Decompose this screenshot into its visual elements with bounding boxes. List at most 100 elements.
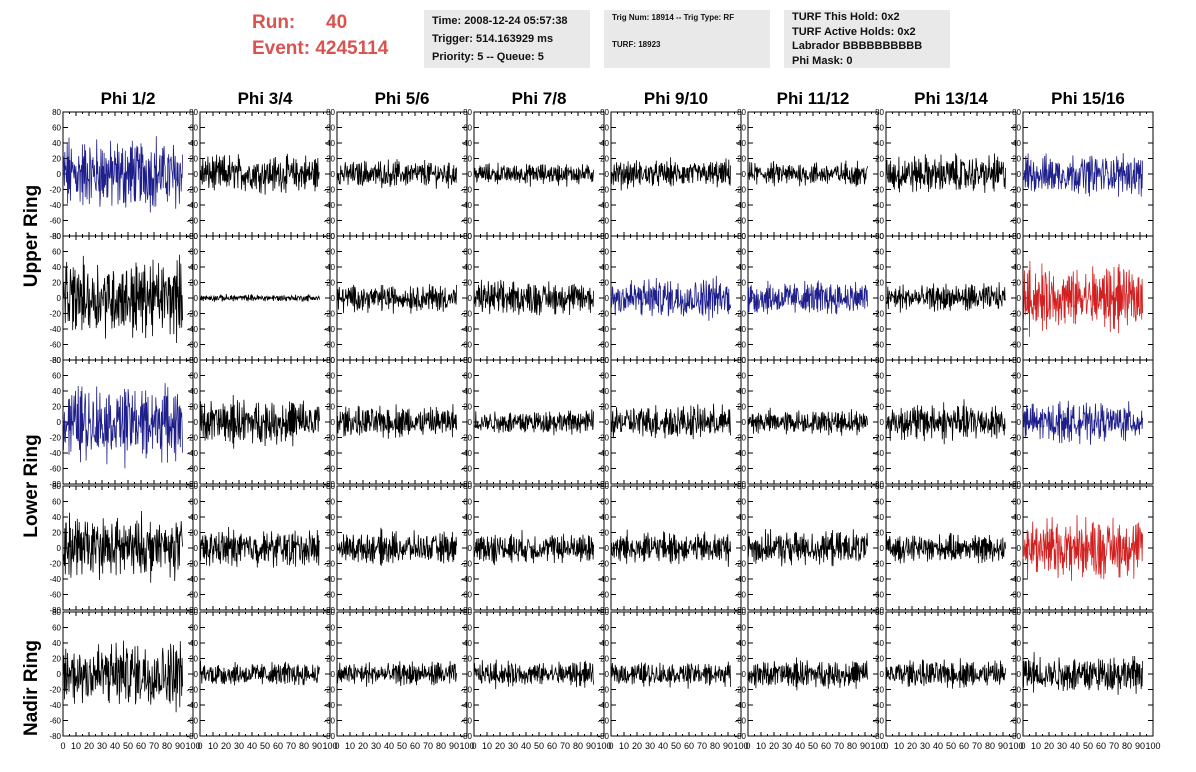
x-tick-label: 60 (684, 741, 694, 751)
y-tick-label: 0 (57, 418, 62, 427)
y-tick-label: 40 (463, 263, 472, 272)
y-tick-label: 20 (189, 279, 198, 288)
y-tick-label: 20 (52, 403, 61, 412)
y-tick-label: -40 (186, 449, 198, 458)
event-label: Event: (252, 38, 311, 59)
y-tick-label: 60 (600, 624, 609, 633)
priority-line: Priority: 5 -- Queue: 5 (432, 51, 544, 63)
y-tick-label: 40 (326, 139, 335, 148)
y-tick-label: 40 (189, 387, 198, 396)
waveform-trace (1022, 260, 1143, 337)
y-tick-label: 40 (189, 513, 198, 522)
y-tick-label: 40 (189, 263, 198, 272)
y-tick-label: 60 (737, 498, 746, 507)
x-tick-label: 0 (1020, 741, 1025, 751)
y-tick-label: -80 (872, 606, 884, 615)
y-tick-label: 20 (737, 155, 746, 164)
turf-this-hold-line: TURF This Hold: 0x2 (792, 11, 900, 23)
run-event-block: Run: 40 Event: 4245114 (252, 10, 388, 62)
x-tick-label: 70 (1109, 741, 1119, 751)
y-tick-label: -40 (323, 701, 335, 710)
y-tick-label: 60 (189, 124, 198, 133)
y-tick-label: 40 (189, 639, 198, 648)
y-tick-label: 60 (737, 624, 746, 633)
y-tick-label: -60 (1009, 217, 1021, 226)
y-tick-label: 80 (600, 232, 609, 241)
x-tick-label: 0 (745, 741, 750, 751)
y-tick-label: 80 (326, 232, 335, 241)
waveform-trace (62, 254, 183, 344)
y-tick-label: -60 (323, 217, 335, 226)
waveform-trace (747, 407, 868, 436)
y-tick-label: 40 (737, 387, 746, 396)
waveform-trace (336, 159, 457, 189)
y-tick-label: 20 (326, 279, 335, 288)
y-tick-label: 80 (1012, 232, 1021, 241)
y-tick-label: 80 (52, 608, 61, 617)
y-tick-label: -40 (597, 575, 609, 584)
y-tick-label: 40 (875, 263, 884, 272)
y-tick-label: 20 (600, 403, 609, 412)
phi-mask-line: Phi Mask: 0 (792, 54, 853, 67)
x-tick-label: 0 (334, 741, 339, 751)
y-tick-label: -20 (49, 186, 61, 195)
y-tick-label: 0 (468, 170, 473, 179)
y-tick-label: -20 (597, 434, 609, 443)
y-tick-label: 0 (194, 544, 199, 553)
y-tick-label: -20 (1009, 686, 1021, 695)
x-tick-label: 60 (136, 741, 146, 751)
y-tick-label: 40 (52, 639, 61, 648)
y-tick-label: 40 (52, 263, 61, 272)
trig-num-box: Trig Num: 18914 -- Trig Type: RF TURF: 1… (604, 10, 770, 68)
y-tick-label: 80 (52, 482, 61, 491)
y-tick-label: 20 (52, 529, 61, 538)
y-tick-label: -80 (186, 732, 198, 741)
x-tick-label: 80 (847, 741, 857, 751)
y-tick-label: -40 (186, 575, 198, 584)
y-tick-label: -80 (323, 606, 335, 615)
waveform-trace (199, 660, 320, 686)
y-tick-label: -40 (460, 325, 472, 334)
x-tick-label: 50 (534, 741, 544, 751)
y-tick-label: 0 (57, 670, 62, 679)
y-tick-label: -40 (323, 325, 335, 334)
y-tick-label: -40 (460, 575, 472, 584)
x-tick-label: 70 (286, 741, 296, 751)
x-tick-label: 30 (234, 741, 244, 751)
y-tick-label: 40 (463, 513, 472, 522)
y-tick-label: 0 (605, 670, 610, 679)
y-tick-label: 80 (1012, 482, 1021, 491)
x-tick-label: 30 (371, 741, 381, 751)
panel-frame (336, 235, 468, 361)
y-tick-label: -20 (460, 186, 472, 195)
x-tick-label: 0 (608, 741, 613, 751)
y-tick-label: -40 (186, 201, 198, 210)
y-tick-label: 20 (189, 655, 198, 664)
x-tick-label: 80 (985, 741, 995, 751)
y-tick-label: 80 (600, 608, 609, 617)
y-tick-label: 20 (1012, 279, 1021, 288)
y-tick-label: -20 (597, 686, 609, 695)
x-tick-label: 80 (162, 741, 172, 751)
x-tick-label: 30 (645, 741, 655, 751)
y-tick-label: -60 (323, 341, 335, 350)
y-tick-label: 20 (52, 155, 61, 164)
y-tick-label: 0 (605, 170, 610, 179)
turf-active-holds-line: TURF Active Holds: 0x2 (792, 25, 916, 38)
y-tick-label: -20 (323, 434, 335, 443)
y-tick-label: -60 (323, 717, 335, 726)
y-tick-label: -20 (186, 310, 198, 319)
y-tick-label: -40 (1009, 325, 1021, 334)
x-tick-label: 70 (560, 741, 570, 751)
y-tick-label: -40 (323, 449, 335, 458)
y-tick-label: 40 (875, 513, 884, 522)
